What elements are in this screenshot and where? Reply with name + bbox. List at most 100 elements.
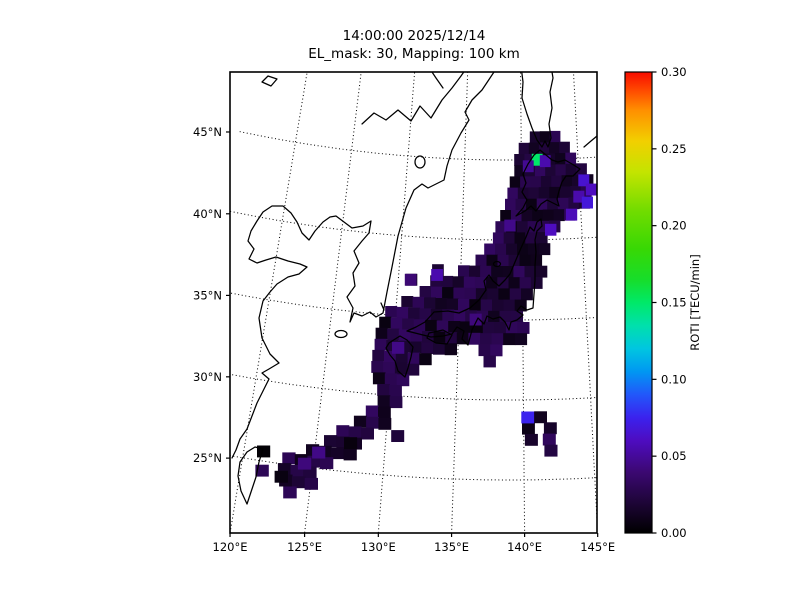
roti-cell (565, 152, 577, 165)
roti-cell (500, 210, 512, 222)
roti-cell (509, 288, 522, 301)
coastline-sakhalin (521, 72, 554, 148)
roti-cell (383, 362, 396, 374)
roti-cell (430, 309, 443, 321)
roti-cell (539, 131, 551, 144)
roti-cell (505, 198, 517, 211)
gridline-parallel (230, 373, 597, 401)
gridline-meridian (451, 72, 469, 533)
roti-cell (444, 343, 457, 356)
roti-cell (348, 426, 362, 439)
roti-cell (536, 232, 548, 244)
roti-cell (406, 363, 420, 376)
roti-cell (475, 288, 488, 301)
roti-cell (343, 448, 357, 461)
roti-cell (538, 142, 550, 155)
roti-cell (538, 220, 550, 233)
roti-cell (469, 313, 482, 326)
roti-cell (320, 457, 334, 470)
roti-cell (389, 385, 402, 397)
roti-cell (526, 198, 538, 211)
roti-cell (514, 333, 528, 346)
roti-cell (518, 142, 530, 155)
roti-cell (547, 198, 559, 211)
roti-cell (469, 299, 482, 312)
roti-cell (551, 175, 563, 188)
roti-cell (453, 310, 466, 322)
roti-cell (482, 321, 495, 334)
colorbar-tick-label: 0.15 (661, 296, 687, 310)
y-tick-label: 40°N (193, 207, 222, 221)
coastline-shikoku (426, 329, 453, 345)
roti-cell (486, 254, 499, 267)
roti-hotspot-cell (531, 153, 543, 166)
roti-cell (366, 416, 379, 429)
roti-cell (389, 396, 403, 409)
title-line-1: 14:00:00 2025/12/14 (342, 28, 486, 44)
roti-cell (384, 373, 398, 386)
roti-cell (401, 296, 414, 308)
gridline-meridian (520, 72, 526, 533)
roti-cell (304, 477, 318, 490)
roti-cell (409, 341, 422, 354)
roti-cell (419, 308, 432, 321)
island-sado (492, 260, 502, 268)
y-axis-tick-labels: 45°N 40°N 35°N 30°N 25°N (193, 125, 222, 465)
colorbar-tick-label: 0.20 (661, 219, 687, 233)
roti-cell (361, 427, 374, 440)
y-tick-label: 25°N (193, 451, 222, 465)
roti-cell (553, 209, 565, 222)
coastline-taiwan (237, 446, 264, 505)
roti-cell (495, 243, 507, 256)
roti-cell (469, 265, 481, 278)
roti-cell (412, 296, 425, 309)
roti-cell (498, 288, 511, 301)
roti-cell (283, 486, 297, 499)
roti-cell (390, 317, 403, 330)
x-tick-label: 125°E (287, 540, 322, 554)
roti-cell (491, 333, 504, 346)
roti-cell (499, 310, 512, 323)
roti-cell (458, 298, 470, 311)
roti-cell (371, 361, 384, 373)
roti-cell (433, 331, 446, 344)
x-tick-label: 135°E (434, 540, 469, 554)
roti-cell (559, 186, 571, 199)
roti-cell (491, 266, 503, 278)
roti-cell (492, 299, 504, 312)
roti-cell (353, 415, 367, 428)
roti-cell (463, 276, 476, 289)
roti-cell (555, 153, 566, 165)
roti-cell (480, 265, 492, 278)
coastline-small-island (261, 75, 278, 87)
roti-cell (490, 344, 503, 357)
x-axis-ticks (229, 533, 599, 537)
roti-cell (453, 287, 466, 300)
roti-cell (408, 307, 421, 320)
roti-cell (549, 186, 561, 199)
coastline-china-korea (231, 72, 495, 459)
roti-cell (464, 287, 477, 300)
roti-cell (385, 306, 398, 318)
roti-cell (282, 452, 296, 465)
roti-cell (508, 277, 521, 290)
roti-cell (505, 322, 518, 334)
roti-cell (421, 342, 434, 355)
roti-cell (555, 164, 567, 177)
plot-title: 14:00:00 2025/12/14 EL_mask: 30, Mapping… (230, 27, 598, 63)
colorbar-tick-labels: 0.00 0.05 0.10 0.15 0.20 0.25 0.30 (661, 65, 687, 540)
roti-cell (544, 444, 558, 457)
roti-cell (487, 288, 500, 301)
island-jeju (334, 329, 348, 339)
roti-cell (324, 435, 338, 447)
roti-cell (495, 221, 507, 234)
roti-cell (549, 130, 561, 143)
roti-cell (312, 446, 326, 459)
roti-cell (503, 232, 516, 245)
roti-cell (530, 176, 542, 189)
roti-cell (435, 298, 448, 310)
colorbar-tick-label: 0.10 (661, 372, 687, 386)
roti-cell (507, 187, 519, 200)
roti-cell (522, 160, 534, 173)
roti-cell (559, 141, 570, 154)
